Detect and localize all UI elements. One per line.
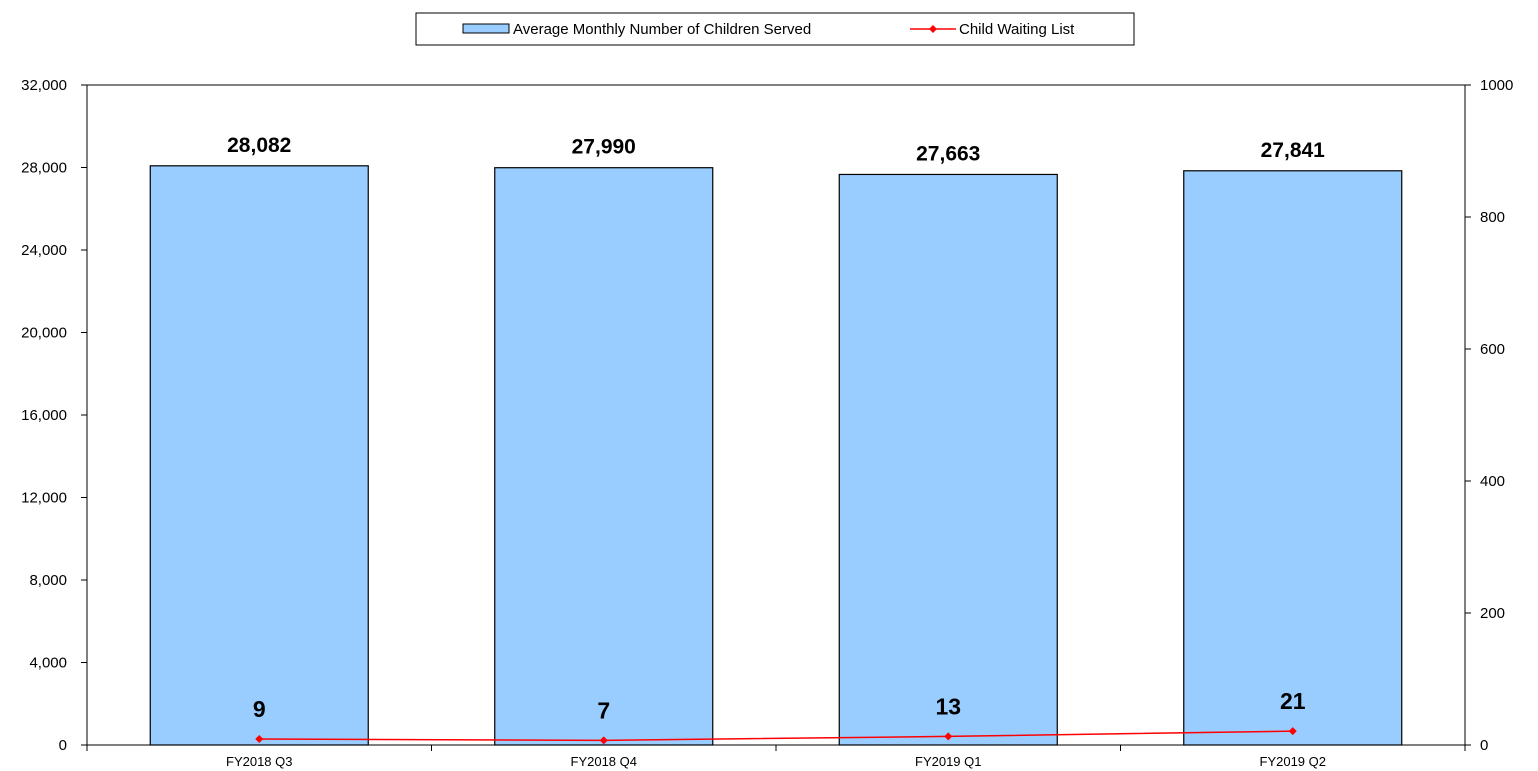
left-tick-label: 24,000 bbox=[21, 242, 67, 259]
left-tick-label: 32,000 bbox=[21, 77, 67, 94]
bar-data-label: 27,841 bbox=[1261, 139, 1326, 162]
bar bbox=[1183, 170, 1403, 746]
right-tick-label: 0 bbox=[1480, 737, 1488, 754]
left-tick-label: 28,000 bbox=[21, 160, 67, 177]
legend-swatch-marker bbox=[929, 25, 937, 33]
line-data-label: 7 bbox=[597, 697, 610, 723]
waiting-list-marker bbox=[255, 735, 264, 744]
x-tick-label: FY2018 Q4 bbox=[571, 754, 638, 769]
x-tick-label: FY2019 Q2 bbox=[1260, 754, 1327, 769]
x-tick-label: FY2019 Q1 bbox=[915, 754, 982, 769]
waiting-list-marker bbox=[599, 736, 608, 745]
line-data-label: 21 bbox=[1280, 688, 1306, 714]
bar-data-label: 27,990 bbox=[572, 136, 636, 159]
right-tick-label: 800 bbox=[1480, 209, 1505, 226]
left-tick-label: 12,000 bbox=[21, 490, 67, 507]
bar-series: 28,082 27,990 27,663 27,841 bbox=[149, 134, 1403, 746]
left-axis-ticks: 0 4,000 8,000 12,000 16,000 20,000 24,000 28,00… bbox=[21, 77, 87, 754]
waiting-list-marker bbox=[1288, 727, 1297, 736]
left-tick-label: 8,000 bbox=[29, 572, 67, 589]
bar-data-label: 27,663 bbox=[916, 142, 980, 165]
left-tick-label: 4,000 bbox=[29, 655, 67, 672]
line-data-label: 13 bbox=[935, 693, 961, 719]
bar-data-label: 28,082 bbox=[227, 134, 291, 157]
left-tick-label: 16,000 bbox=[21, 407, 67, 424]
right-tick-label: 400 bbox=[1480, 473, 1505, 490]
legend: Average Monthly Number of Children Serve… bbox=[415, 12, 1135, 46]
right-tick-label: 600 bbox=[1480, 341, 1505, 358]
x-axis-ticks: FY2018 Q3 FY2018 Q4 FY2019 Q1 FY2019 Q2 bbox=[86, 745, 1466, 769]
legend-label-waiting-list: Child Waiting List bbox=[959, 21, 1075, 38]
left-tick-label: 20,000 bbox=[21, 325, 67, 342]
line-series: 9 7 13 21 bbox=[253, 688, 1306, 745]
legend-swatch-bar bbox=[462, 23, 510, 34]
right-tick-label: 1000 bbox=[1480, 77, 1513, 94]
right-axis-ticks: 0 200 400 600 800 1000 bbox=[1465, 77, 1513, 754]
bar bbox=[149, 165, 369, 746]
right-tick-label: 200 bbox=[1480, 605, 1505, 622]
waiting-list-line bbox=[259, 730, 1293, 742]
legend-box bbox=[415, 12, 1135, 46]
left-tick-label: 0 bbox=[59, 737, 67, 754]
waiting-list-marker bbox=[944, 732, 953, 741]
x-tick-label: FY2018 Q3 bbox=[226, 754, 293, 769]
legend-label-children-served: Average Monthly Number of Children Serve… bbox=[513, 21, 811, 38]
bar bbox=[494, 167, 714, 746]
line-data-label: 9 bbox=[253, 696, 266, 722]
bar bbox=[838, 173, 1058, 746]
